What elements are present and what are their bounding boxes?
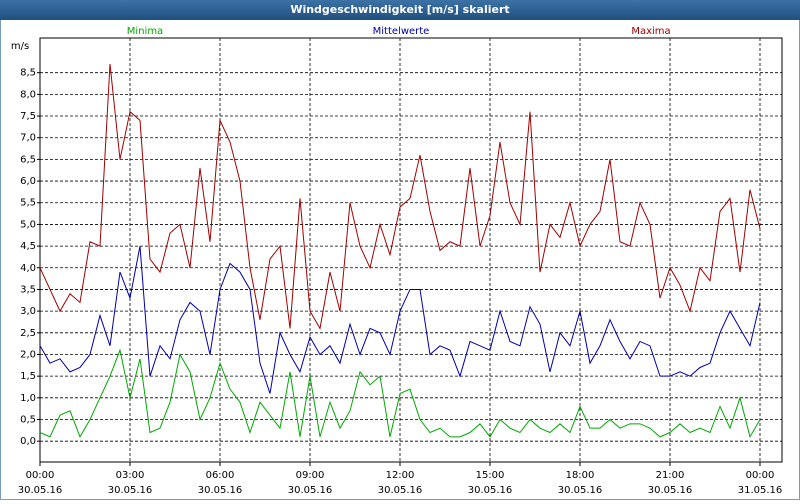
series-line [39, 63, 761, 330]
x-tick-label: 12:00 [386, 470, 415, 481]
y-tick-label: 0,0 [20, 436, 36, 447]
y-tick-label: 3,0 [20, 306, 36, 317]
y-tick-label: 3,5 [20, 284, 36, 295]
x-tick-label: 00:00 [26, 470, 55, 481]
y-tick-label: 2,0 [20, 349, 36, 360]
x-tick-date: 30.05.16 [648, 485, 693, 496]
series-line [39, 246, 761, 394]
y-tick-label: 6,5 [20, 154, 36, 165]
y-tick-label: 8,0 [20, 89, 36, 100]
x-tick-label: 18:00 [566, 470, 595, 481]
x-tick-date: 30.05.16 [558, 485, 603, 496]
x-tick-date: 30.05.16 [18, 485, 63, 496]
x-tick-label: 09:00 [296, 470, 325, 481]
y-tick-label: 2,5 [20, 328, 36, 339]
x-tick-label: 06:00 [206, 470, 235, 481]
y-tick-label: 0,5 [20, 415, 36, 426]
x-tick-label: 03:00 [116, 470, 145, 481]
chart-title: Windgeschwindigkeit [m/s] skaliert [290, 3, 509, 16]
y-tick-label: 5,0 [20, 219, 36, 230]
x-tick-date: 30.05.16 [198, 485, 243, 496]
y-tick-label: 4,5 [20, 241, 36, 252]
y-tick-label: 8,5 [20, 68, 36, 79]
plot-area [39, 37, 783, 463]
y-tick-label: 7,0 [20, 133, 36, 144]
y-tick-label: 1,5 [20, 371, 36, 382]
x-tick-label: 21:00 [656, 470, 685, 481]
x-tick-date: 30.05.16 [468, 485, 513, 496]
x-tick-date: 30.05.16 [378, 485, 423, 496]
y-tick-label: 4,0 [20, 263, 36, 274]
y-tick-label: 5,5 [20, 198, 36, 209]
x-tick-date: 31.05.16 [738, 485, 783, 496]
y-axis-label: m/s [11, 41, 29, 52]
x-tick-label: 15:00 [476, 470, 505, 481]
y-tick-label: 7,5 [20, 111, 36, 122]
y-tick-label: 6,0 [20, 176, 36, 187]
title-bar [0, 0, 800, 20]
y-tick-label: 1,0 [20, 393, 36, 404]
x-tick-date: 30.05.16 [288, 485, 333, 496]
legend-label: Mittelwerte [373, 26, 430, 37]
series-line [39, 348, 761, 439]
x-tick-label: 00:00 [746, 470, 775, 481]
x-tick-date: 30.05.16 [108, 485, 153, 496]
legend-label: Maxima [631, 26, 670, 37]
legend-label: Minima [127, 26, 163, 37]
